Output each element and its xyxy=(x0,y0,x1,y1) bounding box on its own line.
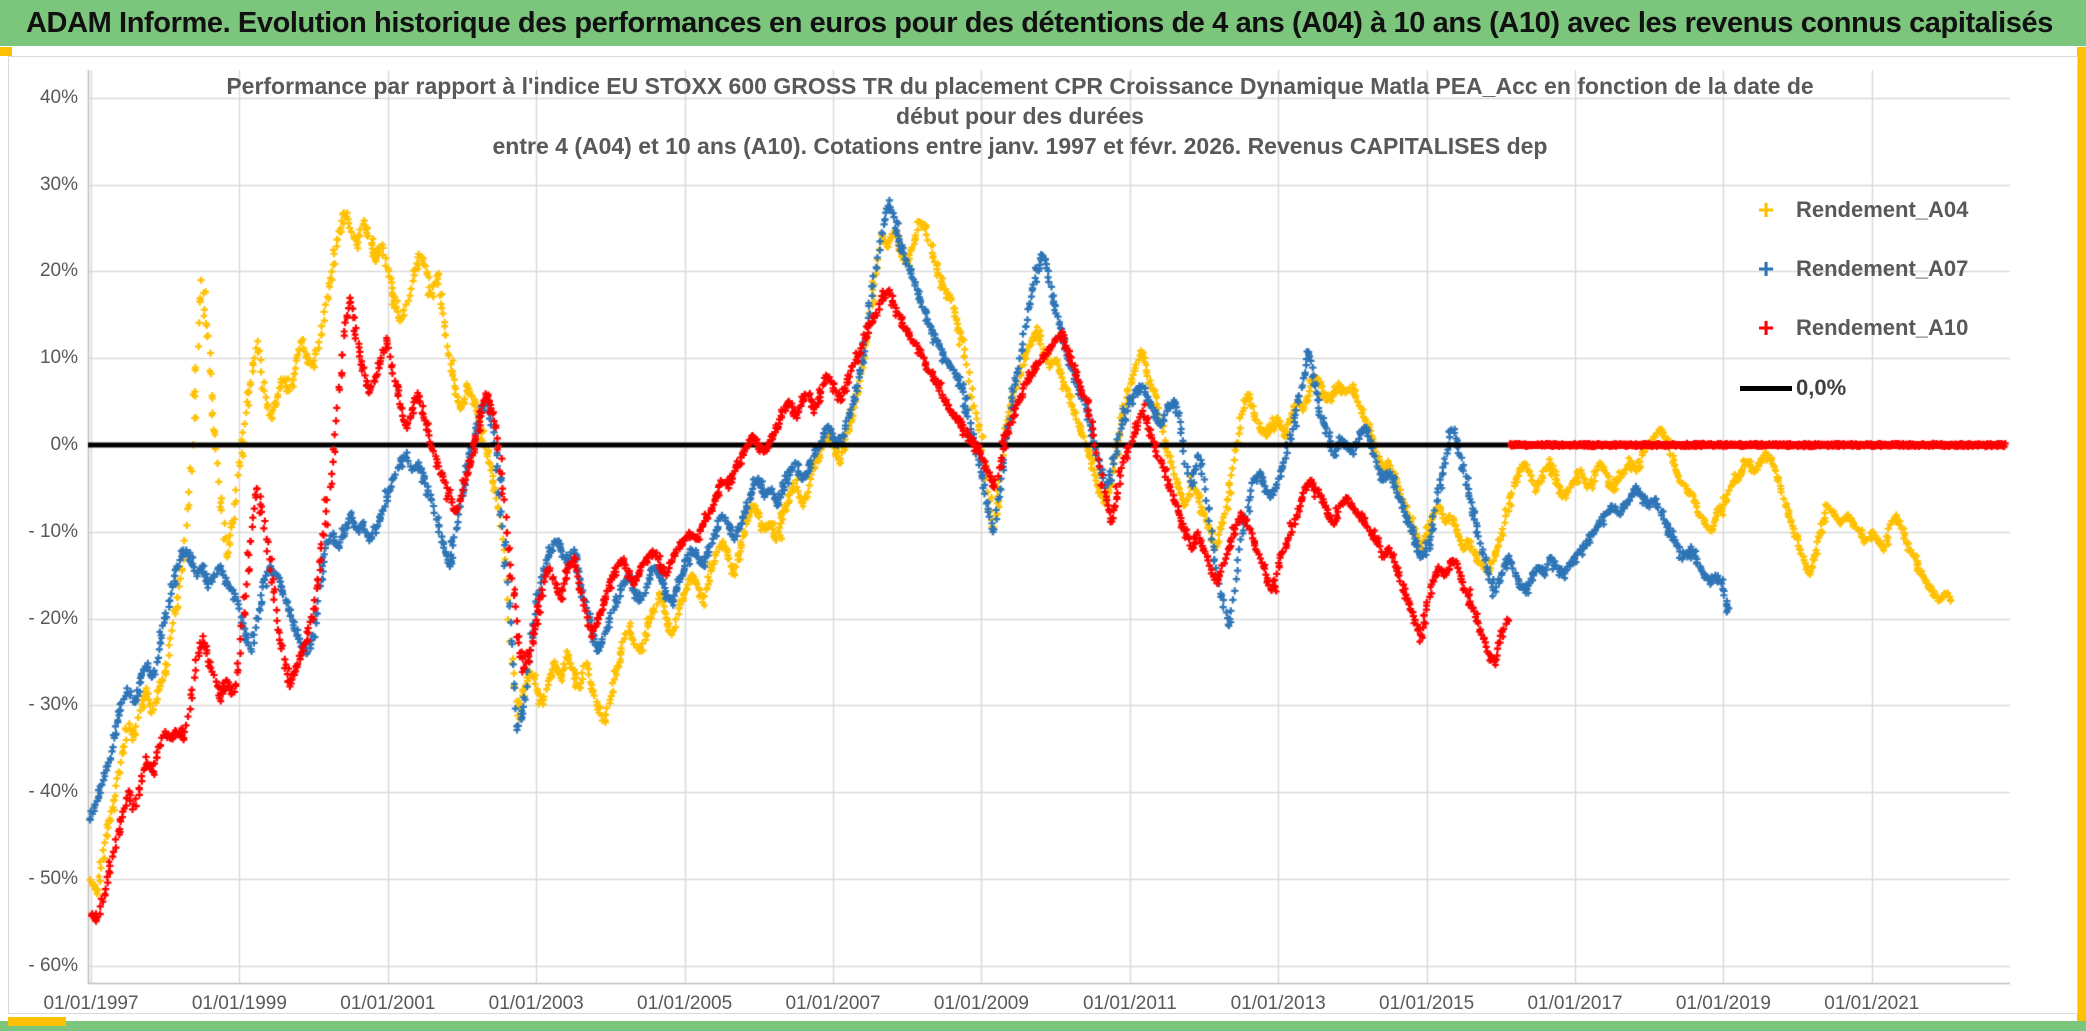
x-tick-label: 01/01/2017 xyxy=(1527,993,1623,1014)
chart-title: Performance par rapport à l'indice EU ST… xyxy=(150,71,1890,161)
x-tick-label: 01/01/2009 xyxy=(933,993,1029,1014)
x-tick-label: 01/01/2011 xyxy=(1082,993,1177,1014)
y-tick-label: 40% xyxy=(39,86,78,108)
legend-label: Rendement_A04 xyxy=(1796,197,1969,222)
x-tick-label: 01/01/2021 xyxy=(1824,993,1920,1014)
x-tick-label: 01/01/2003 xyxy=(488,993,584,1014)
y-tick-label: - 60% xyxy=(28,954,78,976)
x-tick-label: 01/01/2005 xyxy=(637,993,733,1014)
legend-label: Rendement_A10 xyxy=(1796,315,1969,340)
x-tick-label: 01/01/2019 xyxy=(1675,993,1771,1014)
y-tick-label: - 30% xyxy=(28,694,78,716)
x-tick-label: 01/01/1999 xyxy=(191,993,287,1014)
x-tick-label: 01/01/2007 xyxy=(785,993,881,1014)
legend-item-a04: + Rendement_A04 xyxy=(1740,194,1969,226)
y-tick-label: 10% xyxy=(39,347,78,369)
legend-label: 0,0% xyxy=(1796,375,1847,400)
zero-line-icon xyxy=(1740,385,1792,391)
y-tick-label: - 20% xyxy=(28,607,78,629)
x-tick-label: 01/01/2001 xyxy=(340,993,436,1014)
y-tick-label: - 40% xyxy=(28,781,78,803)
chart-title-line2: début pour des durées xyxy=(896,103,1144,129)
x-tick-label: 01/01/1997 xyxy=(43,993,139,1014)
y-tick-label: 30% xyxy=(39,173,78,195)
y-tick-label: 20% xyxy=(39,260,78,282)
legend-item-a07: + Rendement_A07 xyxy=(1740,253,1969,285)
legend-item-zero-line: 0,0% xyxy=(1740,372,1846,404)
y-tick-label: - 50% xyxy=(28,868,78,889)
y-tick-label: 0% xyxy=(50,434,78,455)
chart-title-line3: entre 4 (A04) et 10 ans (A10). Cotations… xyxy=(492,133,1548,159)
plus-marker-icon: + xyxy=(1757,253,1775,284)
plus-marker-icon: + xyxy=(1757,194,1775,225)
chart-title-line1: Performance par rapport à l'indice EU ST… xyxy=(226,73,1814,99)
plus-marker-icon: + xyxy=(1757,312,1775,343)
y-tick-label: - 10% xyxy=(28,520,78,542)
legend-label: Rendement_A07 xyxy=(1796,256,1969,281)
x-tick-label: 01/01/2013 xyxy=(1230,993,1326,1014)
legend-item-a10: + Rendement_A10 xyxy=(1740,312,1969,344)
x-tick-label: 01/01/2015 xyxy=(1379,993,1475,1014)
